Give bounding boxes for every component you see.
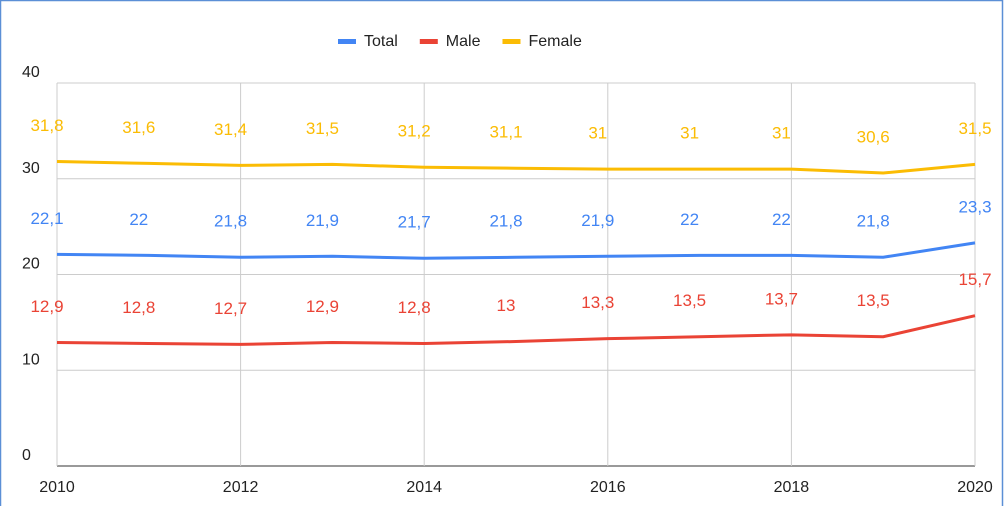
data-label: 31,1 (489, 123, 522, 142)
data-label: 13,5 (673, 291, 706, 310)
data-label: 22 (680, 210, 699, 229)
data-label: 31 (680, 124, 699, 143)
series-line (56, 241, 976, 260)
data-label: 31 (588, 124, 607, 143)
data-label: 30,6 (857, 127, 890, 146)
data-label: 22,1 (30, 209, 63, 228)
data-label: 31,4 (214, 120, 247, 139)
x-tick-label: 2016 (590, 479, 626, 496)
legend-swatch (502, 39, 521, 44)
x-tick-label: 2014 (406, 479, 442, 496)
data-label: 31,6 (122, 118, 155, 137)
x-tick-label: 2012 (223, 479, 259, 496)
data-label: 12,8 (122, 298, 155, 317)
x-tick-label: 2020 (957, 479, 993, 496)
data-label: 31,8 (30, 116, 63, 135)
series-line (56, 160, 976, 175)
data-label: 13,3 (581, 293, 614, 312)
data-label: 31,2 (398, 122, 431, 141)
data-label: 13 (497, 296, 516, 315)
data-label: 13,5 (857, 291, 890, 310)
x-tick-label: 2010 (39, 479, 75, 496)
x-tick-label: 2018 (774, 479, 810, 496)
legend-label: Male (446, 33, 481, 50)
data-label: 21,9 (306, 211, 339, 230)
data-label: 22 (129, 210, 148, 229)
data-label: 31,5 (958, 119, 991, 138)
legend-swatch (419, 39, 438, 44)
data-label: 23,3 (958, 197, 991, 216)
data-label: 21,8 (489, 212, 522, 231)
y-tick-label: 40 (22, 64, 40, 81)
y-tick-label: 30 (22, 160, 40, 177)
data-label: 31,5 (306, 119, 339, 138)
data-label: 21,7 (398, 213, 431, 232)
legend-label: Total (364, 33, 398, 50)
data-label: 22 (772, 210, 791, 229)
data-label: 21,8 (214, 212, 247, 231)
data-label: 31 (772, 124, 791, 143)
data-label: 21,8 (857, 212, 890, 231)
data-label: 21,9 (581, 211, 614, 230)
legend-label: Female (528, 33, 581, 50)
data-label: 12,7 (214, 299, 247, 318)
y-tick-label: 20 (22, 256, 40, 273)
legend-swatch (338, 39, 356, 44)
data-label: 13,7 (765, 289, 798, 308)
data-label: 12,8 (398, 298, 431, 317)
y-tick-label: 0 (22, 447, 31, 464)
data-label: 12,9 (30, 297, 63, 316)
y-tick-label: 10 (22, 351, 40, 368)
data-label: 12,9 (306, 297, 339, 316)
series-line (56, 314, 976, 346)
data-label: 15,7 (958, 270, 991, 289)
